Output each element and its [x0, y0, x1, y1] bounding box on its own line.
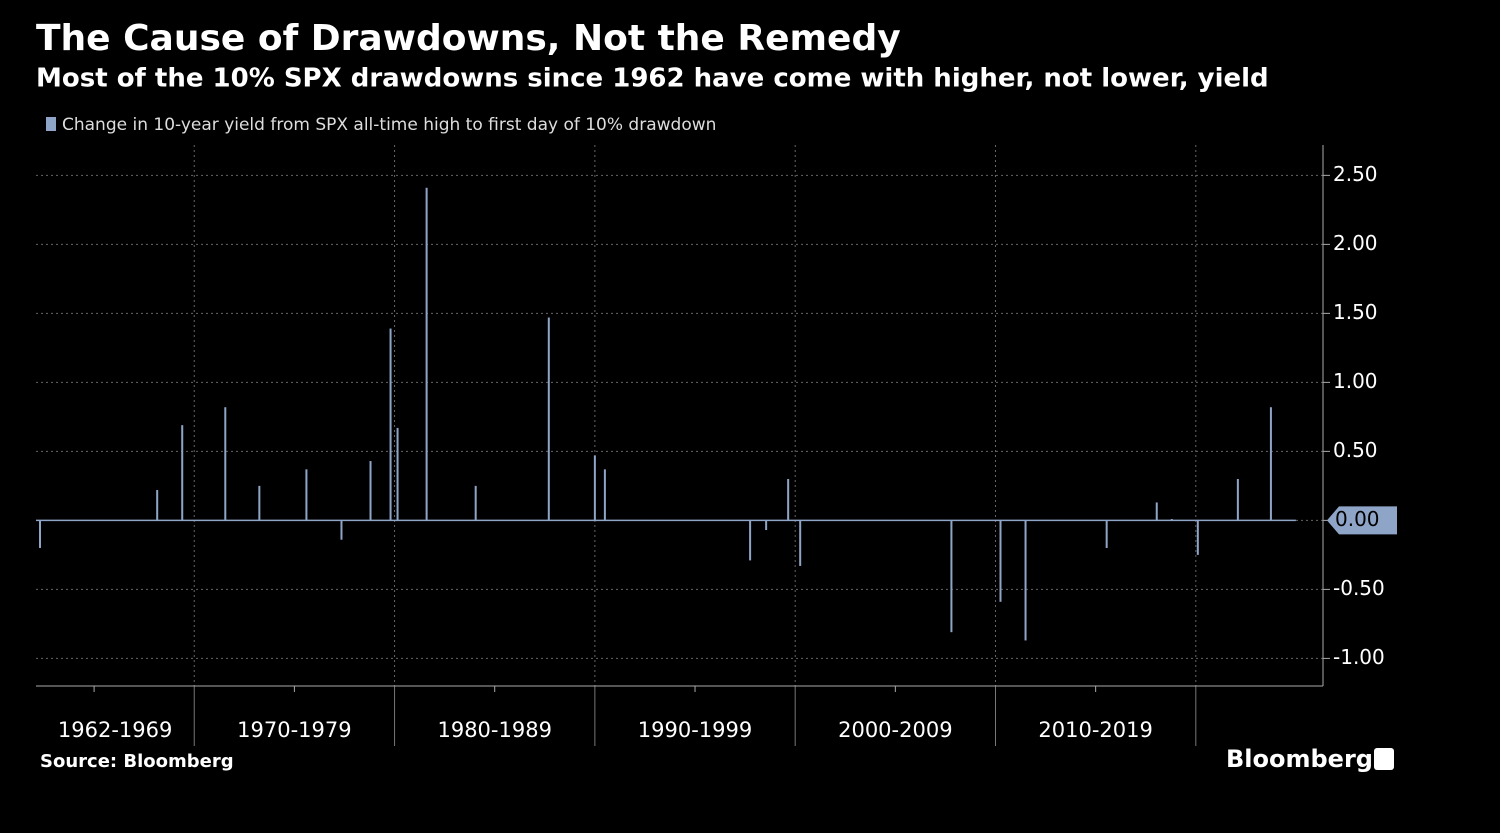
- y-tick-label: 1.00: [1333, 369, 1378, 393]
- bar: [258, 485, 261, 521]
- bar: [474, 485, 477, 521]
- bar: [765, 520, 768, 531]
- bar: [389, 328, 392, 521]
- bar: [369, 461, 372, 521]
- brand-icon: [1374, 748, 1394, 770]
- bar: [950, 520, 953, 633]
- bar: [593, 455, 596, 521]
- source: Source: Bloomberg: [40, 751, 234, 772]
- bar: [1024, 520, 1027, 641]
- bar: [1155, 502, 1158, 521]
- brand: Bloomberg: [1226, 745, 1373, 773]
- bar: [425, 187, 428, 521]
- bar: [547, 317, 550, 521]
- bar: [787, 478, 790, 521]
- bar: [156, 490, 159, 521]
- legend-label: Change in 10-year yield from SPX all-tim…: [62, 115, 716, 135]
- chart-subtitle: Most of the 10% SPX drawdowns since 1962…: [36, 64, 1269, 94]
- bar: [603, 469, 606, 521]
- x-tick-label: 1962-1969: [58, 718, 172, 742]
- legend-swatch: [46, 117, 56, 131]
- bar: [39, 520, 42, 548]
- y-tick-label: -0.50: [1333, 576, 1385, 600]
- bar: [1236, 478, 1239, 521]
- bar: [224, 407, 227, 521]
- bar: [181, 425, 184, 521]
- chart-title: The Cause of Drawdowns, Not the Remedy: [36, 18, 901, 59]
- y-tick-label: 2.50: [1333, 162, 1378, 186]
- x-tick-label: 1990-1999: [638, 718, 752, 742]
- y-tick-label: 1.50: [1333, 300, 1378, 324]
- bar: [340, 520, 343, 540]
- bar: [1269, 407, 1272, 521]
- y-tick-label: 0.00: [1335, 507, 1380, 531]
- bar: [1170, 519, 1173, 521]
- x-tick-label: 2000-2009: [838, 718, 952, 742]
- bar: [799, 520, 802, 566]
- y-tick-label: 2.00: [1333, 231, 1378, 255]
- bar: [749, 520, 752, 561]
- x-tick-label: 1980-1989: [437, 718, 551, 742]
- bar: [305, 469, 308, 521]
- bar: [396, 427, 399, 521]
- bar: [1105, 520, 1108, 548]
- value-callout: [1327, 506, 1397, 535]
- x-tick-label: 1970-1979: [237, 718, 351, 742]
- x-tick-label: 2010-2019: [1038, 718, 1152, 742]
- y-tick-label: 0.50: [1333, 438, 1378, 462]
- bar: [1196, 520, 1199, 555]
- bar: [999, 520, 1002, 602]
- y-tick-label: -1.00: [1333, 645, 1385, 669]
